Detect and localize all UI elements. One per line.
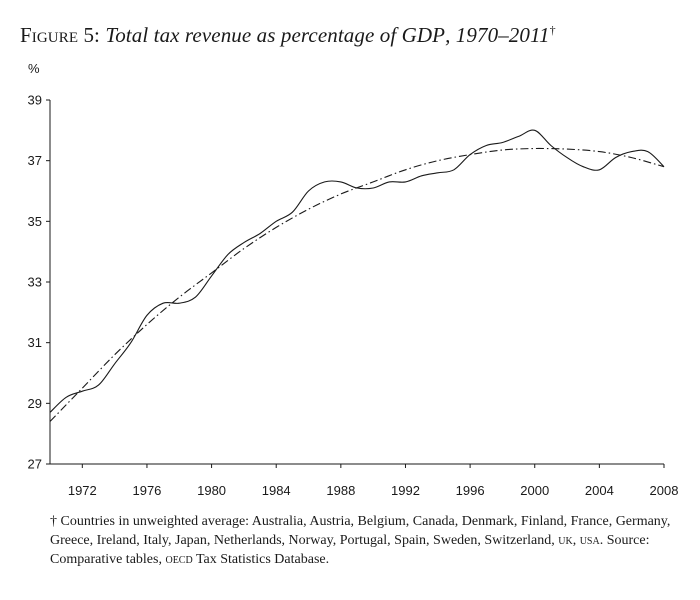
y-tick-label: 27 [28,457,42,472]
footnote-oecd: OECD [165,552,193,567]
x-tick-label: 2004 [585,483,614,498]
trend-line [49,147,665,422]
x-tick-label: 1992 [391,483,420,498]
figure-title-years: , 1970–2011 [445,23,550,47]
x-tick-label: 1972 [68,483,97,498]
footnote: † Countries in unweighted average: Austr… [50,512,680,569]
x-tick-label: 1976 [132,483,161,498]
figure-label: Figure 5: [20,23,100,47]
y-axis-unit-label: % [28,61,40,76]
footnote-uk: UK [558,533,573,548]
y-tick-label: 37 [28,153,42,168]
x-tick-label: 1980 [197,483,226,498]
figure-title-main: Total tax revenue as percentage of [105,23,397,47]
tax-revenue-chart: 27 29 31 33 35 37 39% 1972 1976 1980 1984 1988 1992 1… [28,61,679,498]
y-tick-label: 31 [28,335,42,350]
x-tick-label: 2000 [520,483,549,498]
figure-title-dagger: † [549,23,556,37]
footnote-text-database: Tax Statistics Database. [195,552,330,567]
y-tick-label: 29 [28,396,42,411]
footnote-dagger: † [50,514,57,529]
x-tick-label: 1996 [456,483,485,498]
x-tick-label: 1984 [262,483,291,498]
x-tick-label: 2008 [650,483,679,498]
footnote-usa: USA [579,533,600,548]
tax-revenue-line [49,129,665,413]
footnote-comma: , [572,533,577,548]
footnote-text-source: . Source: Comparative tables, [50,533,650,567]
figure-title: Figure 5: Total tax revenue as percentag… [20,16,556,49]
x-tick-label: 1988 [326,483,355,498]
y-tick-label: 35 [28,214,42,229]
figure-title-gdp: GDP [401,23,446,47]
footnote-text-countries: Countries in unweighted average: Austral… [50,514,671,548]
y-tick-label: 39 [28,93,42,108]
y-tick-label: 33 [28,275,42,290]
